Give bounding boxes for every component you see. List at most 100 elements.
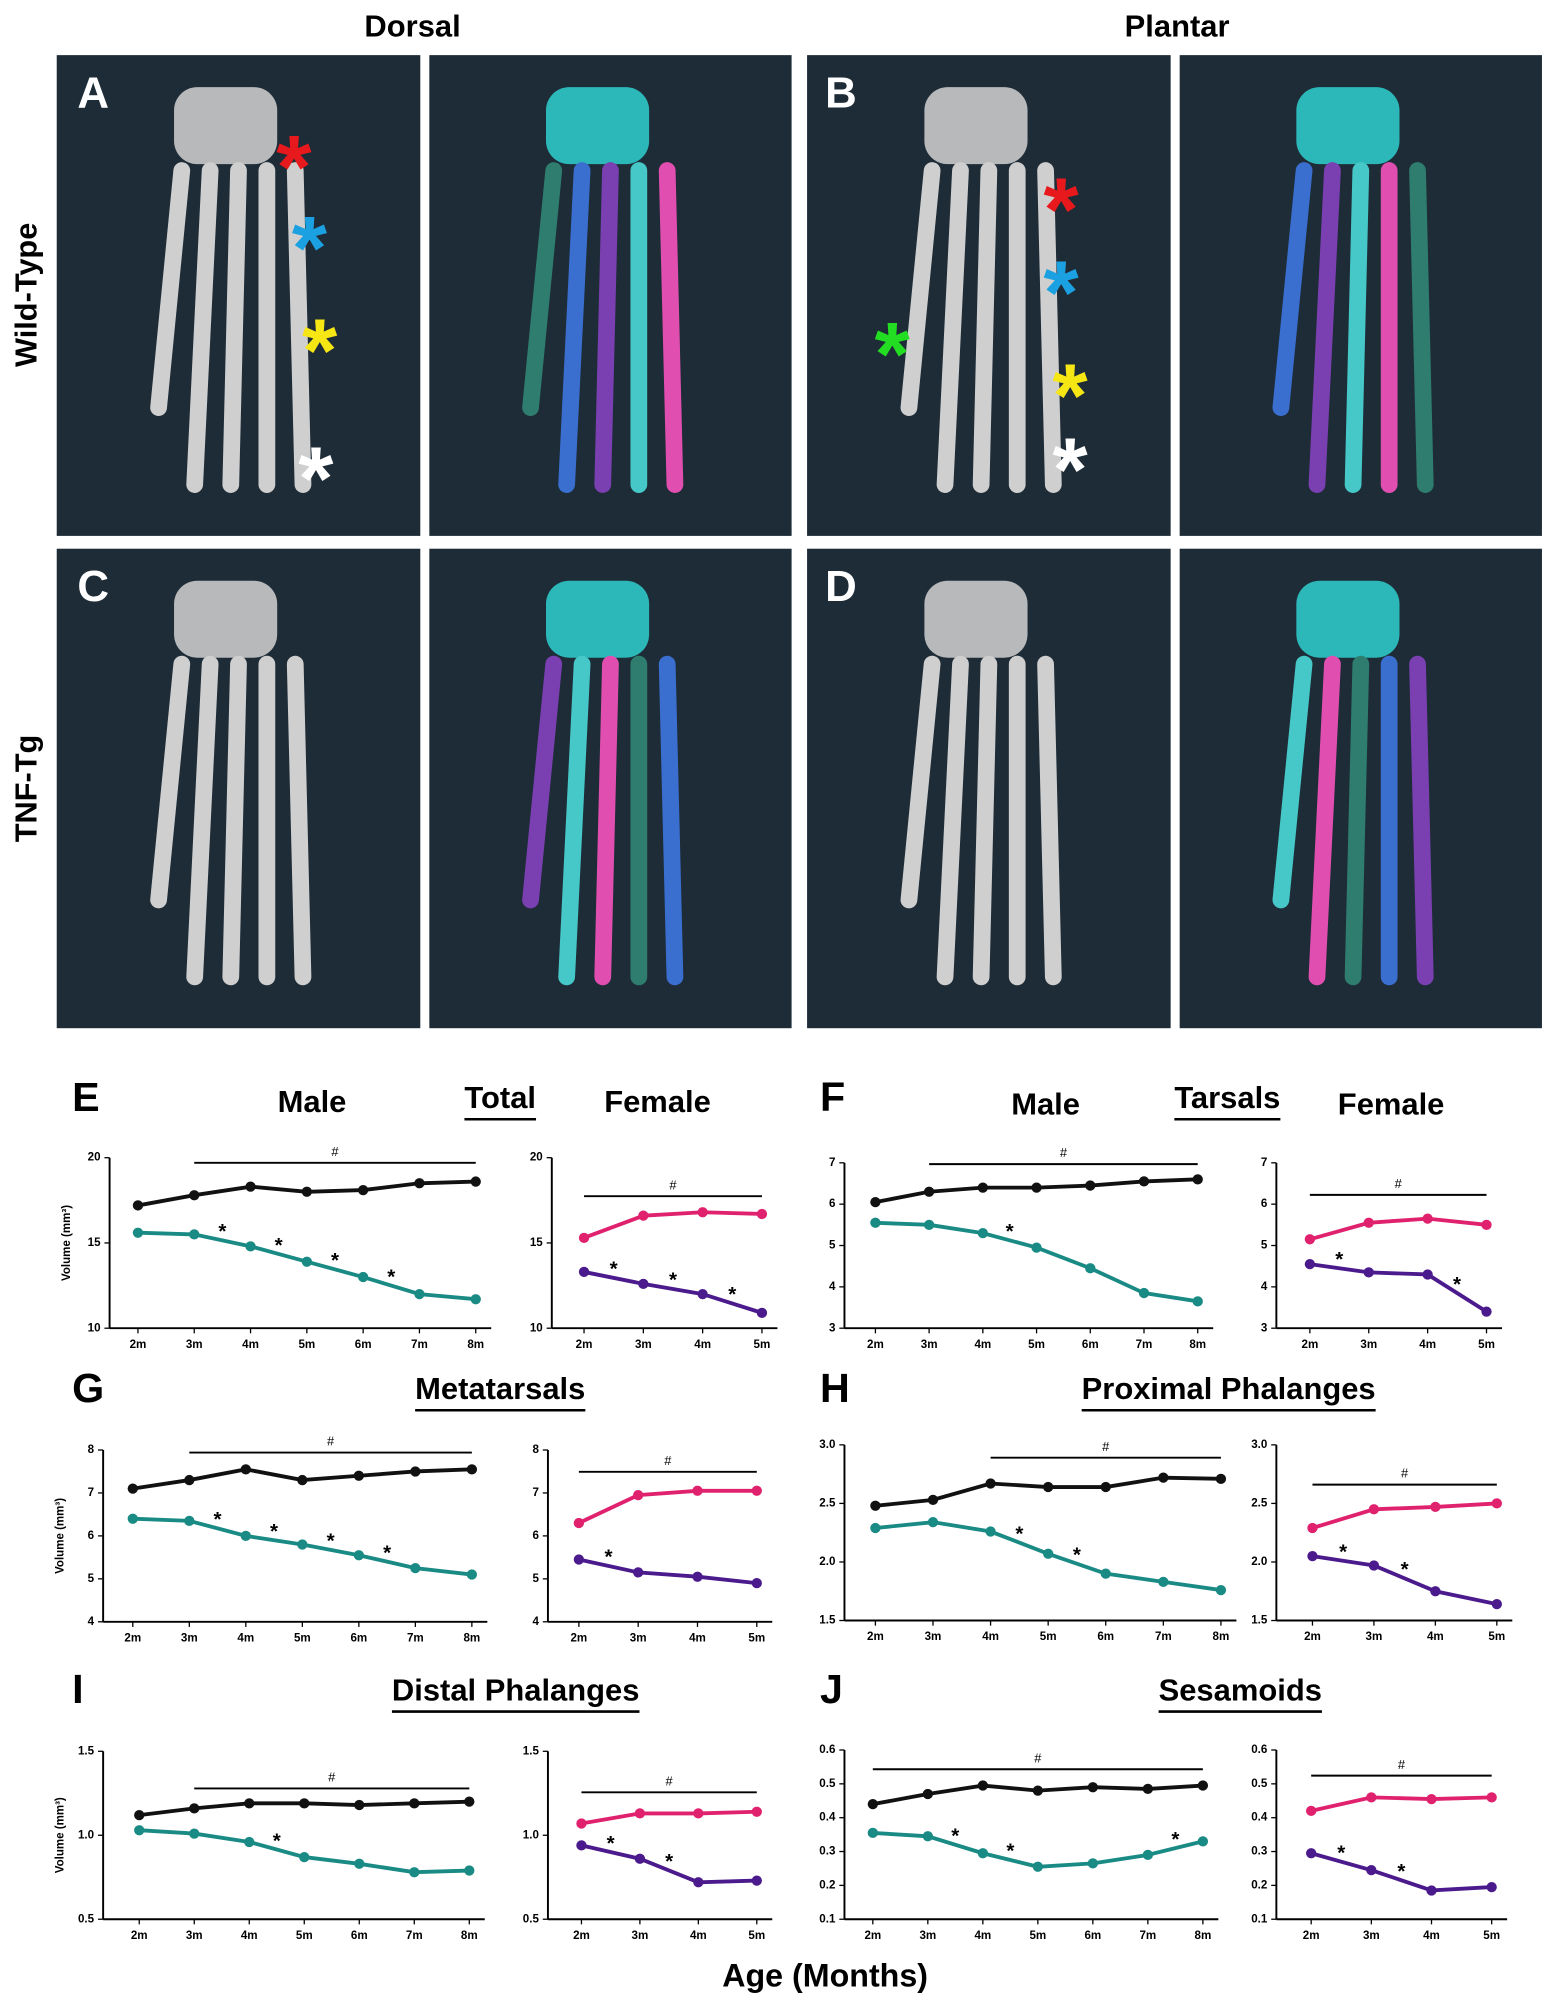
significance-star: * — [607, 1832, 615, 1855]
bone — [1409, 162, 1434, 493]
marker-star: * — [298, 430, 333, 530]
x-tick-label: 8m — [461, 1930, 478, 1942]
series-line — [875, 1220, 1199, 1304]
data-point — [1085, 1263, 1096, 1274]
data-point — [297, 1539, 308, 1550]
data-point — [756, 1307, 768, 1318]
data-point — [1430, 1501, 1441, 1513]
significance-star: * — [605, 1546, 613, 1569]
significance-label: # — [327, 1434, 335, 1449]
data-point — [1306, 1848, 1317, 1859]
significance-star: * — [1006, 1840, 1014, 1863]
marker-star: * — [1053, 346, 1088, 446]
bone — [924, 87, 1028, 165]
data-point — [751, 1875, 762, 1886]
data-point — [977, 1848, 988, 1859]
bone — [174, 580, 278, 658]
y-tick-label: 0.5 — [523, 1913, 540, 1925]
panel-letter: I — [72, 1666, 83, 1712]
y-tick-label: 5 — [88, 1573, 95, 1585]
y-tick-label: 7 — [88, 1487, 94, 1499]
y-tick-label: 0.4 — [819, 1812, 836, 1824]
significance-label: # — [1060, 1145, 1068, 1160]
data-point — [1481, 1306, 1492, 1317]
series-line — [583, 1210, 763, 1240]
data-point — [927, 1494, 939, 1506]
x-tick-label: 6m — [351, 1930, 368, 1942]
x-tick-label: 3m — [921, 1339, 938, 1351]
x-tick-label: 2m — [1302, 1339, 1319, 1351]
data-point — [870, 1522, 881, 1534]
data-point — [1032, 1861, 1044, 1872]
data-point — [244, 1836, 255, 1848]
data-point — [1138, 1287, 1150, 1299]
y-tick-label: 1.0 — [523, 1829, 539, 1841]
x-tick-label: 3m — [181, 1633, 198, 1645]
x-tick-label: 4m — [982, 1631, 999, 1643]
data-point — [1430, 1586, 1441, 1597]
significance-star: * — [728, 1283, 736, 1306]
data-point — [1197, 1836, 1209, 1847]
x-tick-label: 3m — [186, 1339, 203, 1351]
x-tick-label: 5m — [754, 1339, 771, 1351]
x-tick-label: 8m — [1213, 1631, 1230, 1643]
y-tick-label: 0.2 — [1251, 1879, 1267, 1891]
significance-star: * — [1337, 1841, 1345, 1864]
y-tick-label: 2.5 — [819, 1497, 836, 1509]
significance-label: # — [1401, 1466, 1409, 1481]
bone — [936, 162, 969, 493]
x-tick-label: 2m — [124, 1633, 141, 1645]
data-point — [1158, 1472, 1169, 1483]
significance-star: * — [270, 1520, 278, 1543]
bone — [1037, 655, 1062, 986]
data-point — [870, 1196, 881, 1208]
x-tick-label: 2m — [573, 1930, 590, 1942]
y-axis-label: Volume (mm³) — [55, 1797, 67, 1873]
section-title: Total — [464, 1080, 536, 1115]
x-tick-label: 5m — [1483, 1930, 1500, 1942]
bone — [1296, 580, 1400, 658]
significance-star: * — [273, 1829, 281, 1852]
x-tick-label: 5m — [294, 1633, 311, 1645]
significance-star: * — [1401, 1558, 1409, 1581]
significance-label: # — [328, 1770, 336, 1785]
x-tick-label: 5m — [298, 1339, 315, 1351]
data-point — [244, 1798, 255, 1809]
series-line — [1309, 1216, 1487, 1242]
panel-letter: C — [77, 562, 109, 611]
bone — [222, 655, 247, 986]
data-point — [466, 1569, 478, 1580]
x-tick-label: 8m — [1194, 1930, 1211, 1942]
significance-star: * — [1453, 1273, 1461, 1296]
x-tick-label: 6m — [355, 1339, 372, 1351]
bone — [186, 655, 219, 986]
data-point — [1085, 1180, 1096, 1191]
data-point — [189, 1803, 200, 1814]
data-point — [1158, 1576, 1169, 1587]
data-point — [1138, 1176, 1150, 1187]
data-point — [1368, 1504, 1380, 1515]
marker-star: * — [1043, 244, 1078, 344]
y-tick-label: 3.0 — [1251, 1439, 1267, 1451]
bone — [594, 655, 619, 986]
data-point — [923, 1219, 935, 1230]
y-tick-label: 5 — [532, 1573, 539, 1585]
significance-label: # — [664, 1453, 672, 1468]
y-tick-label: 0.1 — [1251, 1913, 1268, 1925]
data-point — [245, 1241, 256, 1252]
section-title: Metatarsals — [415, 1371, 585, 1406]
data-point — [977, 1780, 988, 1791]
series-line — [578, 1488, 757, 1525]
y-tick-label: 2.5 — [1251, 1497, 1268, 1509]
data-point — [301, 1256, 312, 1267]
panel-letter: J — [820, 1666, 843, 1712]
y-tick-label: 15 — [530, 1237, 543, 1249]
y-tick-label: 7 — [829, 1157, 835, 1169]
data-point — [414, 1178, 425, 1189]
y-axis-label: Volume (mm³) — [55, 1498, 67, 1574]
significance-star: * — [1015, 1522, 1023, 1545]
chart-title: Female — [604, 1084, 711, 1119]
section-title: Tarsals — [1174, 1080, 1280, 1115]
series-line — [139, 1828, 470, 1875]
data-point — [985, 1478, 996, 1489]
